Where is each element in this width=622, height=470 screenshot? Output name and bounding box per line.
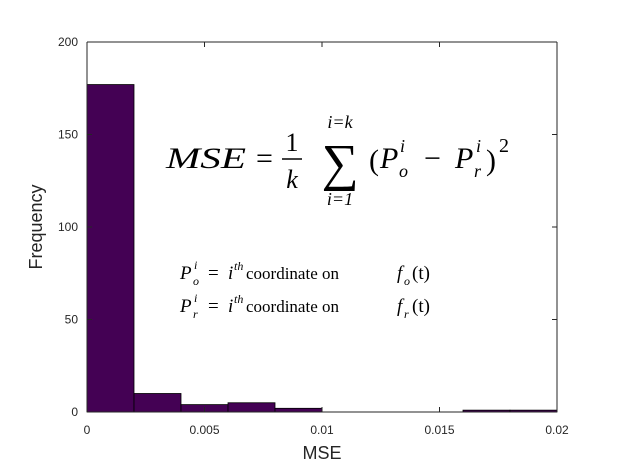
y-tick-label: 50 [65, 313, 79, 327]
x-axis-ticks: 0 0.005 0.01 0.015 0.02 [84, 42, 569, 437]
def-r-eq: = [208, 296, 219, 317]
mse-formula-annotation: MSE = 1 k i=k ∑ i=1 ( P i o − P i r ) 2 [165, 112, 509, 209]
formula-open-paren: ( [369, 144, 379, 177]
formula-minus: − [424, 142, 441, 175]
def-o-f: f [397, 263, 405, 284]
def-r-th: th [234, 292, 243, 306]
def-r-i: i [228, 296, 233, 317]
formula-p-o: P [379, 142, 398, 175]
formula-sum-symbol: ∑ [321, 135, 358, 192]
formula-fraction-denominator: k [286, 165, 298, 194]
histogram-bar [86, 84, 135, 413]
def-o-f-sub: o [404, 274, 410, 288]
formula-p-r: P [454, 142, 473, 175]
y-tick-label: 200 [58, 35, 78, 49]
def-o-th: th [234, 259, 243, 273]
def-o-p: P [179, 263, 192, 284]
def-r-p: P [179, 296, 192, 317]
formula-sum-upper-limit: i=k [327, 112, 353, 132]
histogram-bar [227, 402, 276, 413]
x-tick-label: 0.015 [424, 423, 454, 437]
definition-p-o: P i o = i th coordinate on f o (t) [179, 258, 430, 288]
formula-exponent: 2 [499, 135, 509, 157]
def-r-text: coordinate on [246, 297, 339, 316]
x-tick-label: 0.02 [545, 423, 569, 437]
y-tick-label: 0 [71, 405, 78, 419]
def-o-eq: = [208, 263, 219, 284]
def-r-f-sub: r [404, 307, 409, 321]
y-axis-ticks: 0 50 100 150 200 [58, 35, 557, 419]
def-r-sub: r [193, 307, 198, 321]
y-tick-label: 150 [58, 128, 78, 142]
formula-close-paren: ) [486, 144, 496, 177]
def-o-text: coordinate on [246, 264, 339, 283]
histogram-bar [133, 393, 182, 413]
formula-lhs: MSE [165, 142, 246, 175]
def-o-sup: i [194, 258, 197, 272]
def-r-arg: (t) [412, 296, 430, 317]
x-tick-label: 0.01 [310, 423, 334, 437]
y-axis-label: Frequency [26, 184, 46, 269]
def-o-i: i [228, 263, 233, 284]
formula-p-o-superscript: i [400, 136, 405, 156]
definition-p-r: P i r = i th coordinate on f r (t) [179, 291, 430, 321]
formula-p-r-superscript: i [476, 136, 481, 156]
x-tick-label: 0 [84, 423, 91, 437]
plot-area [87, 42, 557, 412]
formula-p-r-subscript: r [474, 161, 482, 181]
def-o-arg: (t) [412, 263, 430, 284]
def-r-sup: i [194, 291, 197, 305]
y-tick-label: 100 [58, 220, 78, 234]
def-o-sub: o [193, 274, 199, 288]
formula-sum-lower-limit: i=1 [327, 189, 353, 209]
formula-fraction-numerator: 1 [286, 128, 299, 157]
histogram-bar [274, 407, 323, 413]
formula-equals: = [256, 142, 273, 175]
formula-p-o-subscript: o [399, 161, 408, 181]
x-tick-label: 0.005 [189, 423, 219, 437]
def-r-f: f [397, 296, 405, 317]
bars-group [86, 84, 558, 413]
x-axis-label: MSE [302, 443, 341, 463]
